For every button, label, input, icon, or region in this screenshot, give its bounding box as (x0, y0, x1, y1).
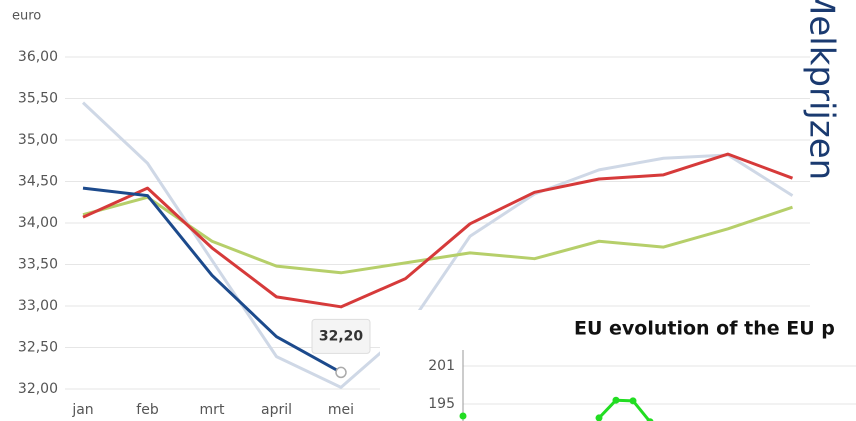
line (597, 398, 652, 421)
x-tick-label: mei (328, 402, 354, 418)
side-title: Melkprijzen (802, 0, 842, 180)
point-marker (646, 418, 654, 421)
tooltip-box (311, 318, 371, 354)
x-tick-label: april (261, 402, 292, 418)
x-tick-label: jan (71, 402, 93, 418)
y-tick-label: 32,50 (18, 340, 58, 356)
y-tick-label: 201 (428, 358, 455, 374)
tooltip-label: 32,20 (319, 328, 364, 344)
line (82, 152, 794, 309)
inset-title: EU evolution of the EU p (574, 318, 835, 340)
y-tick-label: 32,00 (18, 381, 58, 397)
y-tick-label: 34,00 (18, 215, 58, 231)
point-marker (629, 397, 637, 405)
y-tick-label: 36,00 (18, 49, 58, 65)
y-axis-label: euro (12, 9, 41, 24)
y-tick-label: 35,00 (18, 132, 58, 148)
x-tick-label: feb (136, 402, 159, 418)
line (82, 186, 342, 374)
point-marker (335, 366, 347, 379)
line (81, 101, 794, 389)
y-tick-label: 33,00 (18, 298, 58, 314)
y-tick-label: 195 (428, 396, 455, 412)
line (82, 195, 793, 275)
x-tick-label: mrt (200, 402, 225, 418)
point-marker (612, 396, 620, 404)
point-marker (595, 414, 603, 421)
y-tick-label: 33,50 (18, 257, 58, 273)
point-marker (459, 412, 467, 420)
inset-chart: EU evolution of the EU p 195 201 (380, 310, 856, 421)
y-tick-label: 35,50 (18, 91, 58, 107)
y-tick-label: 34,50 (18, 174, 58, 190)
